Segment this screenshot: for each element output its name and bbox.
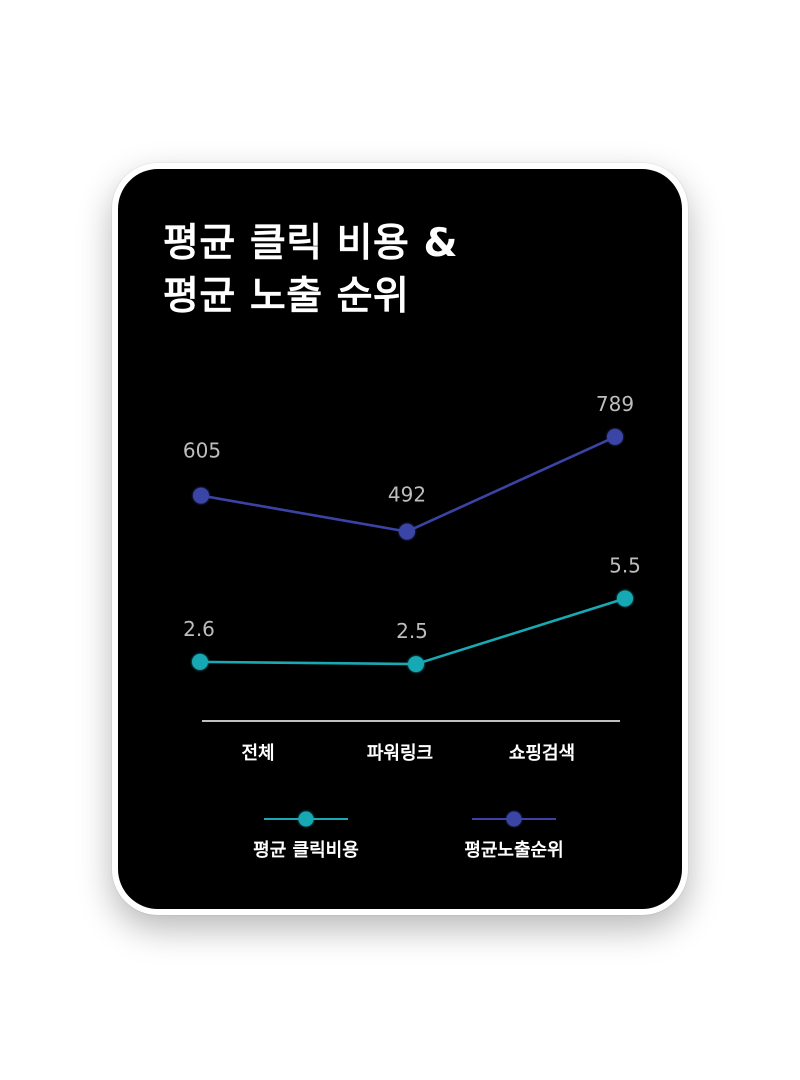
category-label: 파워링크 <box>367 742 433 764</box>
series-0: 2.6 2.5 5.5 <box>183 553 641 673</box>
data-label: 2.5 <box>396 619 428 643</box>
chart-title: 평균 클릭 비용 & 평균 노출 순위 <box>163 217 458 323</box>
data-label: 605 <box>183 439 221 463</box>
legend-label: 평균 클릭비용 <box>253 840 359 861</box>
data-label: 492 <box>388 483 426 507</box>
data-point <box>607 428 623 445</box>
category-labels: 전체 파워링크 쇼핑검색 <box>241 742 575 764</box>
data-label: 5.5 <box>609 553 641 577</box>
legend-item: 평균노출순위 <box>464 811 564 861</box>
legend-marker <box>506 811 522 827</box>
line-chart: 605 492 789 2.6 2.5 5.5 전체 파워링크 쇼핑검색 평균 클릭비용 평균노… <box>183 392 641 861</box>
category-label: 쇼핑검색 <box>509 743 575 764</box>
series-layer: 605 492 789 2.6 2.5 5.5 <box>183 392 641 673</box>
category-label: 전체 <box>241 743 274 764</box>
data-point <box>192 653 208 670</box>
series-1: 605 492 789 <box>183 392 634 540</box>
data-point <box>399 523 415 540</box>
legend-item: 평균 클릭비용 <box>253 811 359 861</box>
data-point <box>193 487 209 504</box>
legend-marker <box>298 811 314 827</box>
chart-title-line-2: 평균 노출 순위 <box>163 274 410 319</box>
legend: 평균 클릭비용 평균노출순위 <box>253 811 564 861</box>
chart-title-line-1: 평균 클릭 비용 & <box>163 221 459 266</box>
data-label: 2.6 <box>183 617 215 641</box>
legend-label: 평균노출순위 <box>464 840 563 861</box>
data-label: 789 <box>596 392 634 416</box>
chart-card: 평균 클릭 비용 & 평균 노출 순위 605 492 789 2.6 2.5 5.5 전… <box>112 163 688 915</box>
data-point <box>408 656 424 673</box>
data-point <box>617 590 633 607</box>
